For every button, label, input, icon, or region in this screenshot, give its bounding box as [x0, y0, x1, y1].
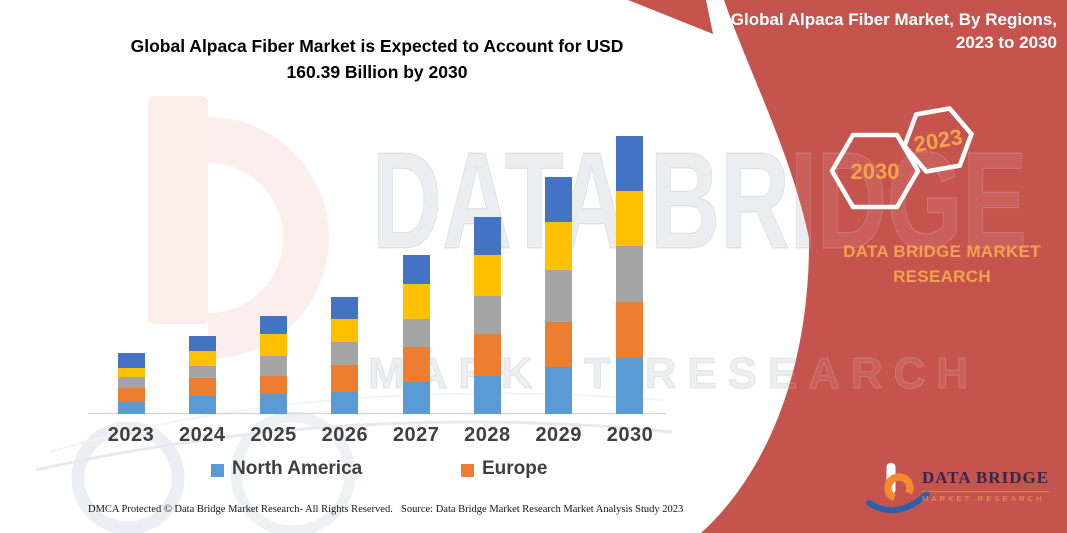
bar-segment-unlabeled-region-gray-2023 — [117, 376, 145, 389]
x-axis-label-2029: 2029 — [535, 424, 582, 446]
bar-segment-north-america-2030 — [616, 357, 644, 414]
bar-segment-unlabeled-region-yellow-2029 — [545, 221, 573, 271]
bar-segment-unlabeled-region-gray-2030 — [616, 246, 644, 303]
legend-item-europe: Europe — [461, 458, 547, 480]
watermark-b-logo-icon — [148, 96, 329, 359]
bar-segment-unlabeled-region-dark-blue-2023 — [117, 353, 145, 369]
bar-segment-europe-2023 — [117, 388, 145, 402]
bar-segment-unlabeled-region-dark-blue-2024 — [188, 336, 216, 351]
banner-brand-text: DATA BRIDGE MARKET RESEARCH — [843, 242, 1041, 286]
dbmr-logo-icon — [866, 463, 930, 514]
x-axis-label-2023: 2023 — [107, 424, 155, 446]
x-axis-label-2025: 2025 — [250, 424, 297, 446]
bar-2023 — [117, 353, 145, 414]
bar-segment-north-america-2027 — [402, 381, 430, 414]
bar-segment-europe-2024 — [188, 377, 216, 396]
legend-item-north-america: North America — [211, 458, 362, 480]
bar-segment-unlabeled-region-dark-blue-2029 — [545, 176, 573, 222]
bar-2026 — [331, 296, 359, 414]
bar-column-2029: 2029 — [529, 136, 589, 446]
bar-2025 — [260, 316, 288, 414]
x-axis-label-2028: 2028 — [464, 424, 511, 446]
bar-segment-north-america-2028 — [473, 375, 501, 414]
bar-2030 — [616, 135, 644, 414]
bar-segment-north-america-2024 — [188, 395, 216, 414]
red-corner-triangle — [628, 0, 713, 34]
bar-segment-north-america-2023 — [117, 401, 145, 414]
bar-segment-europe-2025 — [260, 375, 288, 395]
bar-segment-unlabeled-region-yellow-2026 — [331, 318, 359, 343]
bar-segment-unlabeled-region-gray-2029 — [545, 270, 573, 323]
watermark-swoosh-rings — [35, 392, 673, 533]
hexagon-2030: 2030 — [829, 132, 921, 210]
footer-source-text: Source: Data Bridge Market Research Mark… — [401, 504, 684, 515]
bar-2028 — [473, 217, 501, 414]
legend-label-europe: Europe — [482, 458, 548, 479]
x-axis-label-2026: 2026 — [321, 424, 369, 446]
bar-2024 — [188, 336, 216, 414]
bar-segment-europe-2026 — [331, 365, 359, 393]
bar-segment-unlabeled-region-gray-2024 — [188, 365, 216, 378]
hexagon-2030-label: 2030 — [851, 159, 900, 184]
bar-column-2026: 2026 — [315, 136, 375, 446]
bar-column-2028: 2028 — [457, 136, 517, 446]
bar-chart: 2023 2024 2025 2026 2027 2028 2029 2030 — [101, 135, 660, 446]
bar-segment-unlabeled-region-yellow-2023 — [117, 368, 145, 377]
dbmr-logo-subtitle: MARKET RESEARCH — [922, 491, 1050, 503]
bar-segment-unlabeled-region-gray-2026 — [331, 342, 359, 366]
bar-2029 — [545, 176, 573, 414]
legend-swatch-europe — [461, 463, 474, 477]
chart-title: Global Alpaca Fiber Market is Expected t… — [130, 36, 624, 83]
bar-column-2030: 2030 — [600, 135, 660, 446]
legend-swatch-north-america — [211, 463, 224, 477]
bar-segment-europe-2028 — [473, 334, 501, 376]
chart-legend: North America Europe — [101, 458, 660, 484]
bar-segment-north-america-2025 — [260, 394, 288, 414]
bar-segment-north-america-2026 — [331, 392, 359, 414]
dbmr-logo: DATA BRIDGE MARKET RESEARCH — [922, 468, 1050, 503]
x-axis-label-2030: 2030 — [606, 424, 654, 446]
bar-segment-unlabeled-region-gray-2028 — [473, 296, 501, 335]
x-axis-label-2027: 2027 — [392, 424, 440, 446]
bar-segment-unlabeled-region-yellow-2028 — [473, 254, 501, 297]
red-banner-shape — [701, 0, 1067, 533]
bar-segment-europe-2027 — [402, 347, 430, 382]
bar-segment-unlabeled-region-dark-blue-2027 — [402, 255, 430, 284]
bar-segment-europe-2029 — [545, 322, 573, 368]
bar-segment-north-america-2029 — [545, 367, 573, 414]
bar-segment-unlabeled-region-yellow-2024 — [188, 350, 216, 366]
bar-segment-unlabeled-region-yellow-2030 — [616, 191, 644, 247]
bar-column-2027: 2027 — [386, 136, 446, 446]
bar-segment-unlabeled-region-dark-blue-2030 — [616, 135, 644, 192]
bar-column-2025: 2025 — [244, 136, 304, 446]
bar-segment-europe-2030 — [616, 302, 644, 358]
legend-label-north-america: North America — [232, 458, 363, 479]
bar-segment-unlabeled-region-dark-blue-2025 — [260, 316, 288, 335]
footer-dmca-text: DMCA Protected © Data Bridge Market Rese… — [88, 504, 393, 515]
bar-2027 — [402, 255, 430, 414]
dbmr-logo-title: DATA BRIDGE — [922, 468, 1050, 487]
bar-segment-unlabeled-region-dark-blue-2028 — [473, 217, 501, 255]
bar-column-2023: 2023 — [101, 136, 161, 446]
banner-title: Global Alpaca Fiber Market, By Regions, … — [730, 10, 1057, 52]
x-axis-label-2024: 2024 — [179, 424, 226, 446]
bar-segment-unlabeled-region-dark-blue-2026 — [331, 296, 359, 319]
bar-column-2024: 2024 — [172, 136, 232, 446]
bar-segment-unlabeled-region-yellow-2027 — [402, 283, 430, 319]
bar-segment-unlabeled-region-gray-2027 — [402, 318, 430, 348]
bar-segment-unlabeled-region-yellow-2025 — [260, 334, 288, 357]
bar-segment-unlabeled-region-gray-2025 — [260, 356, 288, 376]
